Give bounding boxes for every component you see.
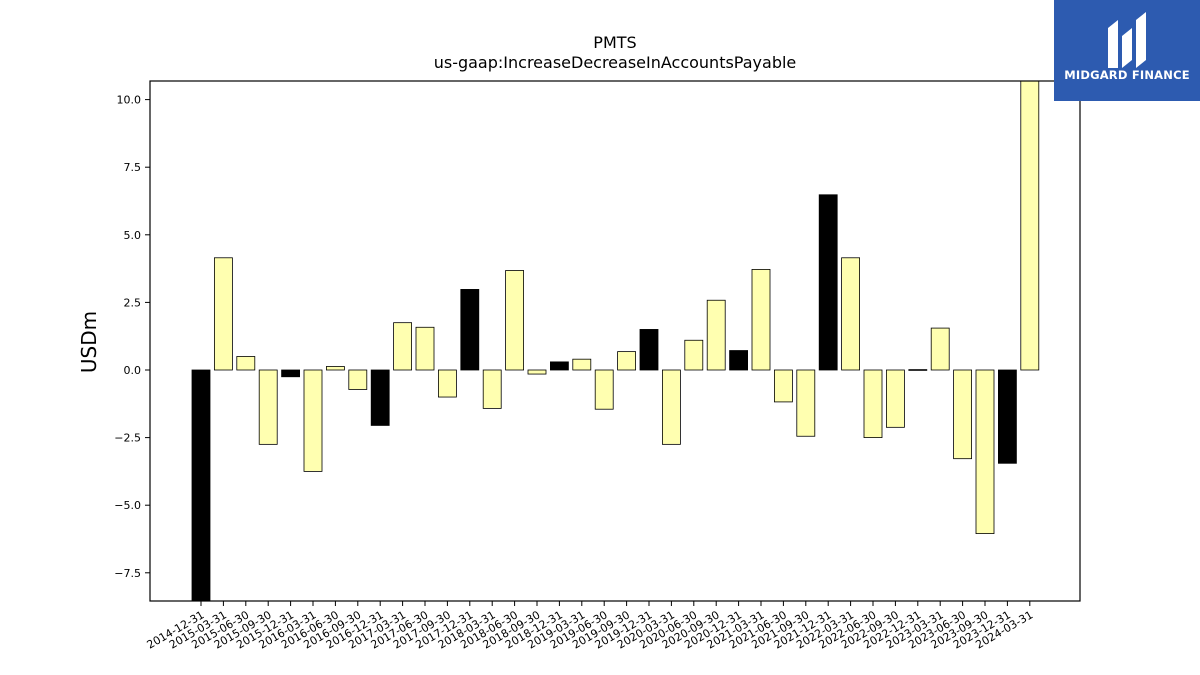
bar-2020-12-31 <box>729 350 748 371</box>
bar-2019-03-31 <box>572 358 592 371</box>
bar-2017-03-31 <box>393 322 413 371</box>
y-tick-label: 10.0 <box>117 94 142 107</box>
bar-2015-12-31 <box>281 369 301 378</box>
y-tick-label: 5.0 <box>124 229 142 242</box>
bar-2021-06-30 <box>774 369 793 403</box>
bars-group <box>191 81 1040 601</box>
y-tick-label: 0.0 <box>124 364 142 377</box>
y-tick-label: 7.5 <box>124 161 142 174</box>
bar-2020-06-30 <box>684 339 704 371</box>
bar-2023-06-30 <box>953 369 972 460</box>
bar-2019-06-30 <box>594 369 614 410</box>
chart-title: PMTS <box>593 33 636 52</box>
bar-2016-03-31 <box>303 369 323 472</box>
x-axis-ticks: 2014-12-312015-03-312015-06-302015-09-30… <box>145 601 1035 652</box>
bar-2018-03-31 <box>482 369 502 409</box>
y-axis-label: USDm <box>77 311 101 373</box>
bar-2019-12-31 <box>639 329 659 371</box>
bar-2022-12-31 <box>908 369 928 371</box>
bar-2022-03-31 <box>841 257 860 371</box>
y-tick-label: −5.0 <box>114 499 141 512</box>
bar-2024-03-31 <box>1020 81 1040 371</box>
bar-2021-03-31 <box>751 269 771 371</box>
brand-logo: MIDGARD FINANCE <box>1054 0 1200 101</box>
bar-2015-03-31 <box>213 257 233 371</box>
y-tick-label: −2.5 <box>114 432 141 445</box>
bar-2021-12-31 <box>818 194 838 371</box>
chart-subtitle: us-gaap:IncreaseDecreaseInAccountsPayabl… <box>434 53 797 72</box>
bar-2015-06-30 <box>236 356 256 371</box>
bar-2018-09-30 <box>527 369 547 375</box>
bar-2016-12-31 <box>370 369 390 426</box>
midgard-logo-icon <box>1108 12 1146 68</box>
bar-2017-12-31 <box>460 289 480 371</box>
bar-2020-03-31 <box>662 369 681 445</box>
bar-2023-12-31 <box>998 369 1017 464</box>
y-axis-ticks: −7.5 −5.0 −2.5 0.0 2.5 5.0 7.5 10.0 <box>114 94 150 580</box>
y-tick-label: −7.5 <box>114 567 141 580</box>
plot-frame <box>149 80 1081 602</box>
bar-2022-06-30 <box>863 369 883 438</box>
bar-2020-09-30 <box>706 299 726 371</box>
bar-2014-12-31 <box>191 369 211 601</box>
bar-2023-09-30 <box>975 369 995 534</box>
bar-2019-09-30 <box>617 351 636 371</box>
bar-2017-06-30 <box>415 326 435 371</box>
bar-2021-09-30 <box>796 369 816 437</box>
logo-text: MIDGARD FINANCE <box>1064 68 1190 82</box>
bar-2015-09-30 <box>258 369 278 445</box>
bar-2016-09-30 <box>348 369 368 390</box>
bar-2023-03-31 <box>930 327 950 371</box>
bar-2016-06-30 <box>325 366 345 371</box>
bar-2017-09-30 <box>437 369 457 398</box>
bar-2018-06-30 <box>505 270 525 371</box>
y-tick-label: 2.5 <box>124 296 142 309</box>
bar-2018-12-31 <box>550 361 569 371</box>
bar-2022-09-30 <box>886 369 905 428</box>
